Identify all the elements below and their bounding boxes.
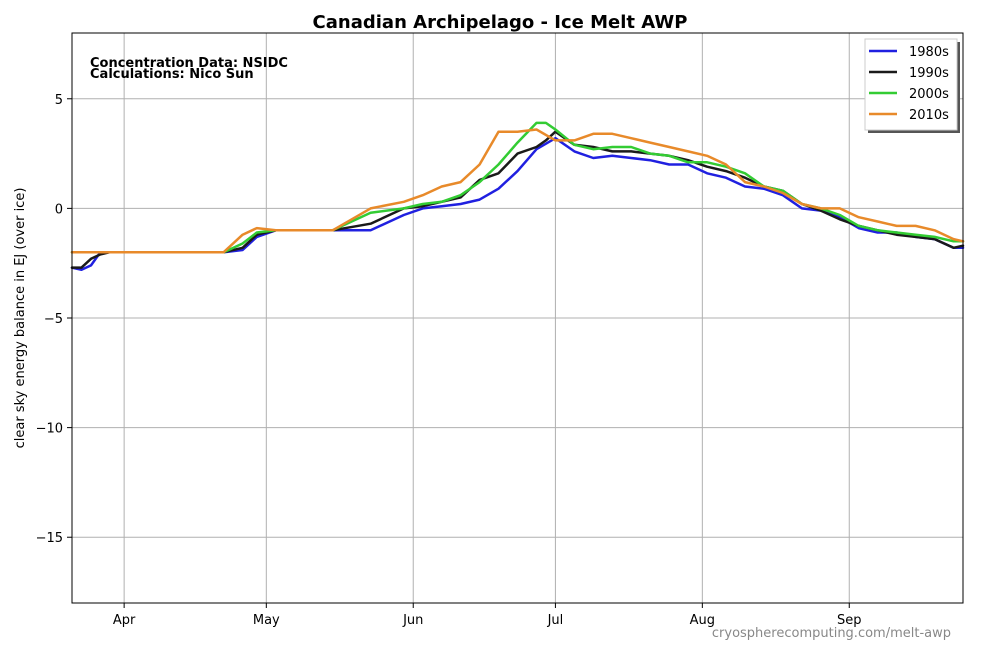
y-tick-label: −15 (36, 531, 63, 546)
legend-label-2000s: 2000s (909, 87, 949, 102)
series-line-1990s (70, 130, 965, 269)
y-axis-label: clear sky energy balance in EJ (over ice… (13, 188, 28, 449)
y-tick-label: 5 (55, 93, 63, 108)
series-line-2010s (70, 128, 965, 254)
legend: 1980s 1990s 2000s 2010s (864, 38, 960, 133)
annotation-calculations: Calculations: Nico Sun (90, 67, 254, 82)
series-line-2000s (70, 121, 965, 254)
annotation-concentration: Concentration Data: NSIDC (90, 56, 288, 71)
x-tick-label: May (253, 613, 280, 628)
watermark: cryospherecomputing.com/melt-awp (712, 626, 951, 641)
chart-title: Canadian Archipelago - Ice Melt AWP (313, 12, 688, 33)
legend-label-2010s: 2010s (909, 108, 949, 123)
grid-lines (72, 33, 963, 603)
x-tick-label: Jun (402, 613, 423, 628)
x-tick-label: Apr (113, 613, 136, 628)
y-axis: 5 0 −5 −10 −15 (36, 93, 72, 546)
legend-label-1980s: 1980s (909, 45, 949, 60)
series-lines (70, 121, 965, 272)
x-tick-label: Aug (690, 613, 715, 628)
x-tick-label: Jul (547, 613, 564, 628)
legend-label-1990s: 1990s (909, 66, 949, 81)
y-tick-label: −5 (44, 312, 63, 327)
y-tick-label: −10 (36, 422, 63, 437)
y-tick-label: 0 (55, 202, 63, 217)
x-tick-label: Sep (837, 613, 862, 628)
x-axis: Apr May Jun Jul Aug Sep (113, 603, 862, 628)
